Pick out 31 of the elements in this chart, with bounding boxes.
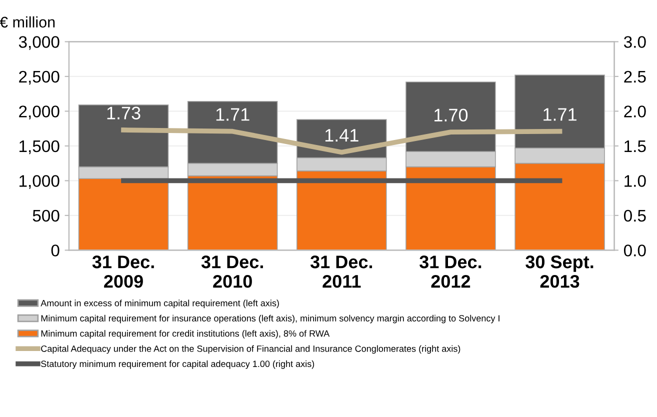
y2-tick-label: 2.5	[624, 70, 646, 83]
y-axis-title: € million	[0, 16, 55, 28]
y2-tick-label: 1.0	[624, 175, 646, 187]
x-tick-label: 30 Sept. 2013	[526, 256, 594, 288]
data-label: 1.71	[216, 108, 250, 121]
line-series	[121, 128, 562, 155]
legend-label: Minimum capital requirement for credit institutions (left axis), 8% of RWA	[41, 330, 330, 338]
x-tick-label: 31 Dec. 2010	[201, 256, 263, 288]
y2-tick-label: 0.0	[624, 244, 646, 256]
y-tick-label: 1,000	[20, 175, 60, 189]
legend-label: Amount in excess of minimum capital requirement (left axis)	[40, 300, 279, 308]
legend-label: Minimum capital requirement for insurance operations (left axis), minimum solvency margin according to Solvency I	[41, 314, 500, 324]
y2-tick-label: 1.5	[624, 140, 646, 152]
y-tick-label: 2,500	[19, 70, 60, 85]
data-label: 1.70	[434, 108, 468, 122]
x-tick-label: 31 Dec. 2009	[92, 256, 154, 288]
y2-tick-label: 2.0	[624, 106, 646, 118]
y2-tick-label: 3.0	[624, 36, 646, 48]
data-label: 1.73	[107, 106, 140, 120]
legend-label: Statutory minimum requirement for capital adequacy 1.00 (right axis)	[41, 360, 314, 369]
y-tick-label: 0	[51, 244, 60, 256]
y2-tick-label: 0.5	[624, 210, 646, 222]
y-tick-label: 500	[32, 210, 60, 222]
data-label: 1.71	[544, 108, 576, 121]
y-tick-label: 2,000	[19, 106, 60, 120]
y-tick-label: 3,000	[18, 36, 60, 50]
data-label: 1.41	[325, 129, 358, 142]
y-tick-label: 1,500	[20, 140, 60, 154]
legend-label: Capital Adequacy under the Act on the Supervision of Financial and Insurance Conglomerates (right axis)	[41, 345, 460, 354]
x-tick-label: 31 Dec. 2011	[310, 256, 372, 288]
x-tick-label: 31 Dec. 2012	[420, 256, 482, 288]
